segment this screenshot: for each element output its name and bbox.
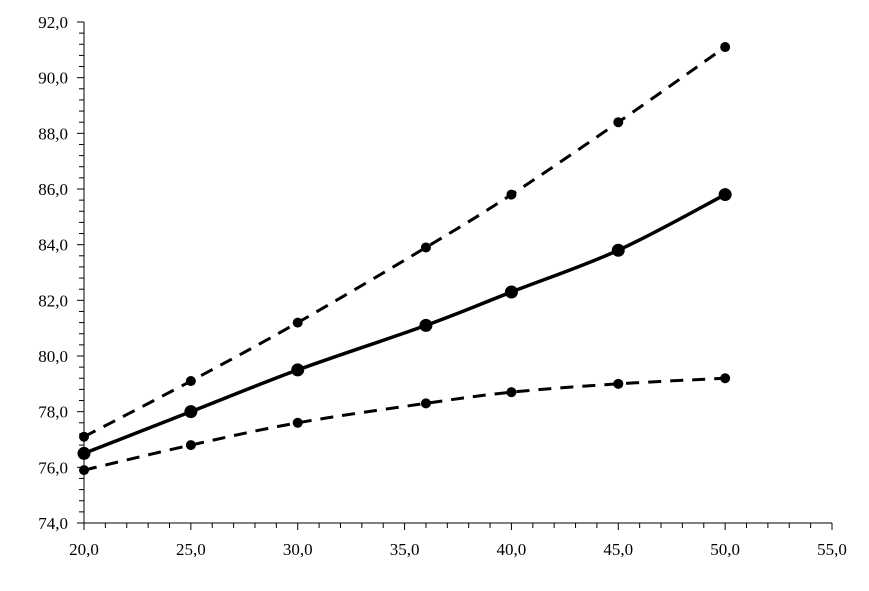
y-tick-label: 76,0 [38,458,68,477]
y-tick-label: 92,0 [38,13,68,32]
series-3-line [83,376,726,472]
y-tick-label: 88,0 [38,124,68,143]
series-3-point [79,465,89,476]
y-tick-label: 78,0 [38,403,68,422]
x-tick-label: 35,0 [390,540,420,559]
series-group [77,42,732,476]
series-1-point [613,117,624,128]
y-tick-label: 90,0 [38,69,68,88]
series-3-point [185,440,196,451]
axis-ticks [77,21,833,530]
series-2 [77,188,732,460]
y-tick-label: 82,0 [38,291,68,310]
series-2-point [718,188,732,202]
series-3-point [506,387,517,398]
x-tick-label: 20,0 [69,540,99,559]
series-1 [79,42,731,442]
series-2-point [291,363,305,377]
x-tick-label: 50,0 [710,540,740,559]
series-2-point [77,446,91,460]
x-tick-label: 25,0 [176,540,206,559]
y-tick-label: 86,0 [38,180,68,199]
series-1-point [420,242,431,253]
y-tick-label: 74,0 [38,514,68,533]
series-1-line [83,45,727,439]
series-1-point [292,317,303,328]
series-1-point [720,42,731,53]
series-2-point [504,285,518,299]
series-3-point [420,398,431,409]
series-1-point [79,431,89,442]
x-tick-label: 30,0 [283,540,313,559]
series-2-point [419,318,433,332]
series-3-point [720,373,731,384]
series-2-line [83,193,726,456]
tick-labels: 20,0 25,0 30,0 35,0 40,0 45,0 50,0 55,0 74,0 76,0… [38,13,847,559]
series-2-point [611,243,625,257]
x-tick-label: 45,0 [603,540,633,559]
series-1-point [185,376,196,387]
y-tick-label: 80,0 [38,347,68,366]
x-tick-label: 40,0 [497,540,527,559]
series-3-point [292,417,303,428]
series-1-point [506,189,517,200]
series-3-point [613,378,624,389]
series-3 [79,373,731,476]
series-2-point [184,405,198,419]
y-tick-label: 84,0 [38,236,68,255]
x-tick-label: 55,0 [817,540,847,559]
